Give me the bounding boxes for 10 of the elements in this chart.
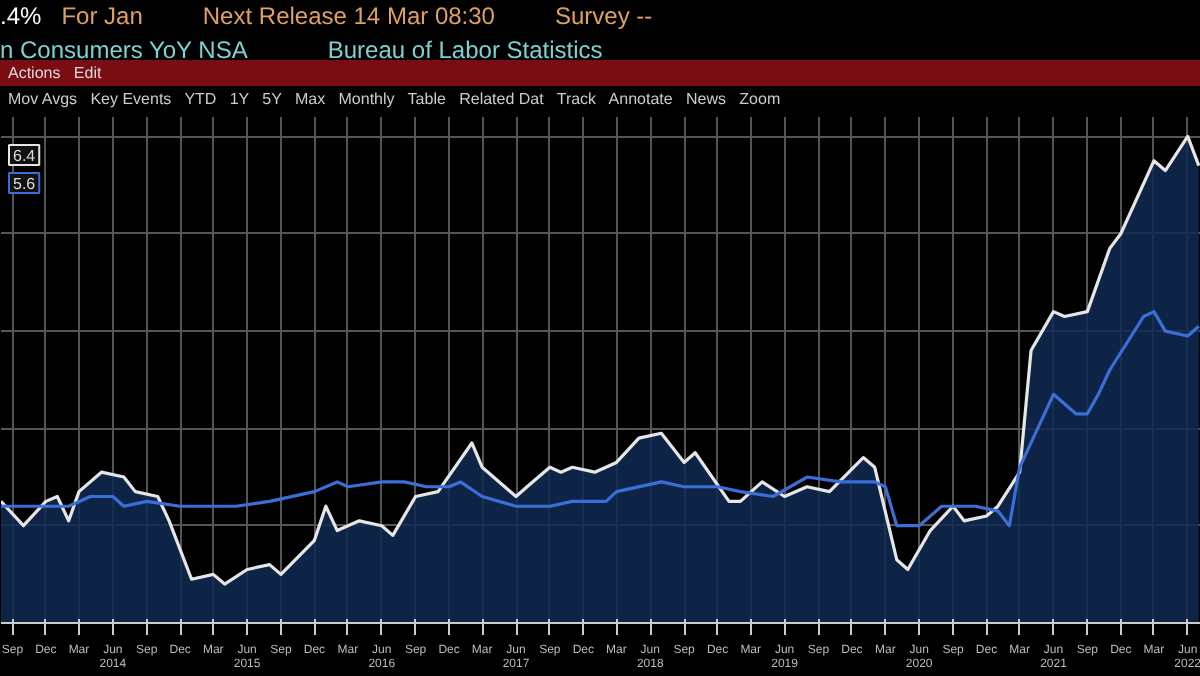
annotation: 5.6 [13,175,37,193]
chart-title: n Consumers YoY NSA [0,36,248,65]
text: .4% [0,2,42,30]
annotation: 6.4 [13,147,37,165]
text: Actions Edit [8,64,102,82]
text: Bureau of Labor Statistics [327,36,603,65]
text: For Jan [61,2,143,30]
text: Next Release 14 Mar 08:30 [202,2,495,30]
text: Survey -- [554,2,653,30]
text: Mov Avgs Key Events YTD 1Y 5Y Max Monthly Table Related Dat Track Annotate News Zoom [8,90,781,109]
